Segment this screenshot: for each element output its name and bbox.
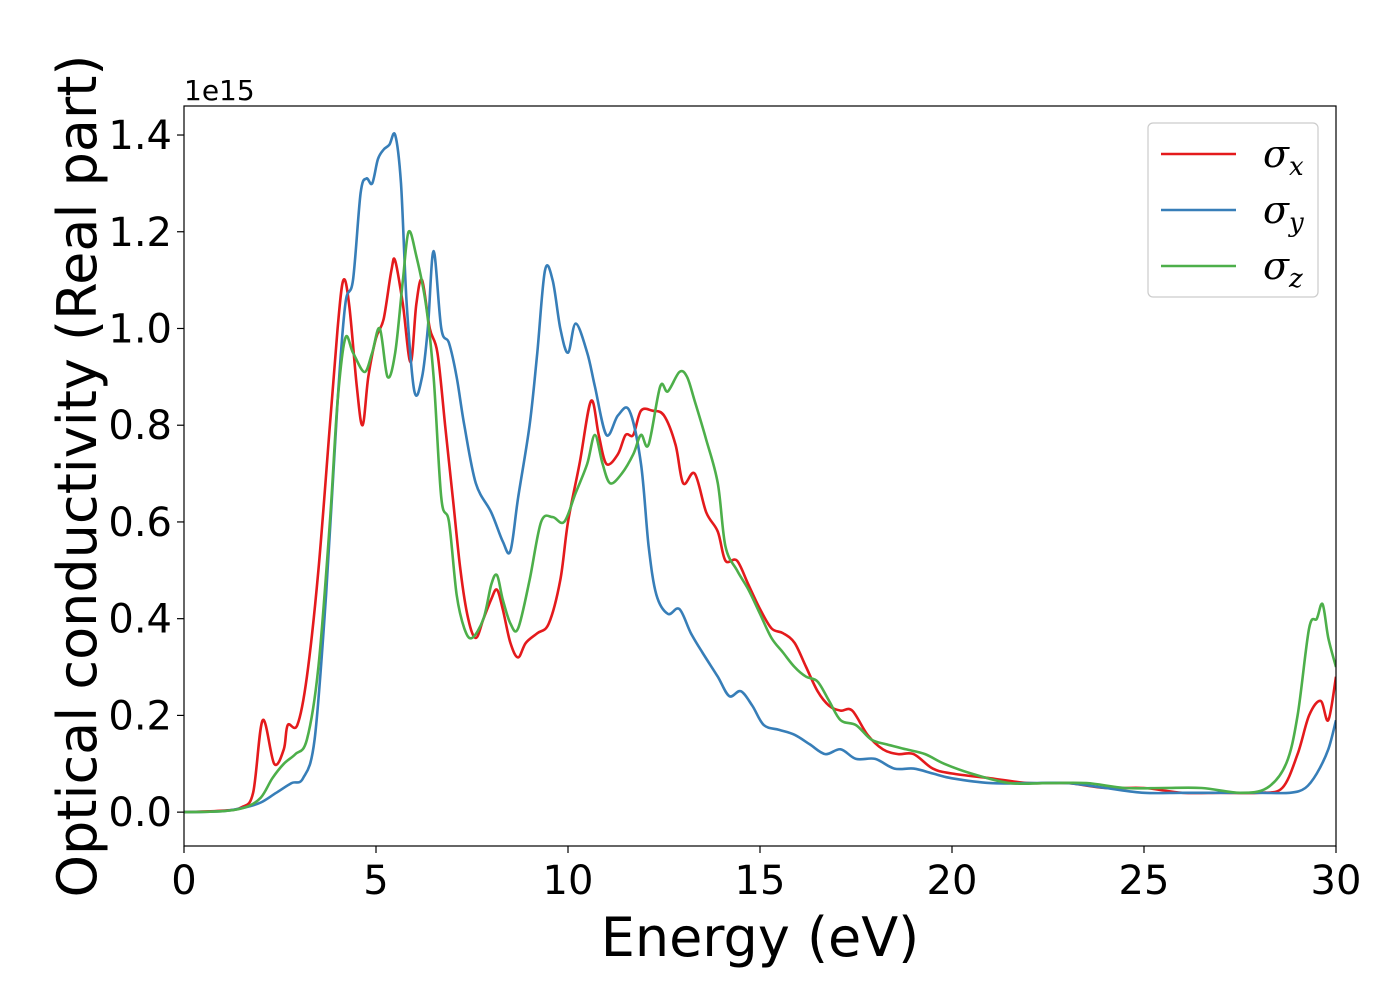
- y-tick-label: 0.4: [108, 597, 172, 643]
- y-offset-label: 1e15: [184, 74, 255, 107]
- series-line-x: [184, 257, 1336, 814]
- y-tick-label: 1.4: [108, 113, 172, 159]
- y-tick-label: 0.6: [108, 500, 172, 546]
- x-axis-title: Energy (eV): [601, 906, 920, 969]
- x-tick-label: 20: [927, 858, 978, 904]
- legend-label-x: σx: [1263, 132, 1304, 182]
- y-axis-title: Optical conductivity (Real part): [46, 55, 109, 898]
- y-tick-label: 0.2: [108, 693, 172, 739]
- x-tick-label: 25: [1119, 858, 1170, 904]
- x-tick-label: 10: [543, 858, 594, 904]
- y-tick-label: 1.2: [108, 210, 172, 256]
- legend-label-y: σy: [1263, 188, 1304, 238]
- series-layer: [184, 132, 1336, 814]
- x-tick-label: 30: [1311, 858, 1362, 904]
- ticks-layer: 0 5 10 15 20 25 30 0.0 0.2 0.4 0.6 0.8 1.0 1.2 1.4: [108, 113, 1361, 904]
- x-tick-label: 5: [363, 858, 388, 904]
- y-tick-label: 1.0: [108, 306, 172, 352]
- x-tick-label: 0: [171, 858, 196, 904]
- series-line-z: [184, 229, 1336, 814]
- series-line-y: [184, 132, 1336, 814]
- y-tick-label: 0.8: [108, 403, 172, 449]
- y-tick-label: 0.0: [108, 790, 172, 836]
- x-tick-label: 15: [735, 858, 786, 904]
